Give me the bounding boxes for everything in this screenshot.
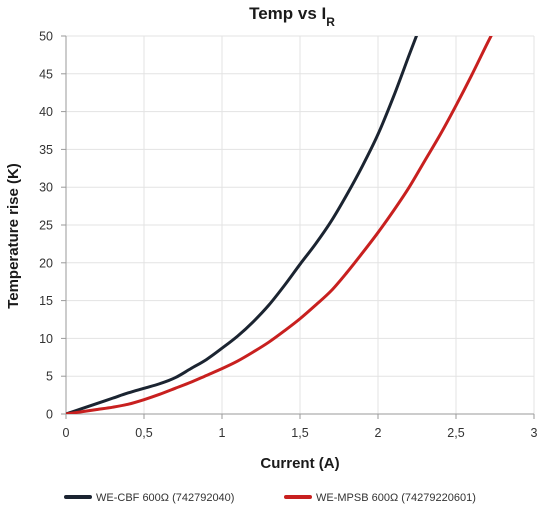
- y-tick-label: 5: [46, 370, 53, 384]
- y-tick-label: 20: [39, 256, 53, 270]
- x-tick-label: 0: [63, 426, 70, 440]
- x-tick-label: 3: [531, 426, 538, 440]
- y-tick-label: 0: [46, 408, 53, 422]
- chart-title: Temp vs IR: [249, 4, 335, 29]
- x-tick-label: 0,5: [135, 426, 152, 440]
- chart-title-main: Temp vs I: [249, 4, 326, 23]
- y-tick-label: 45: [39, 67, 53, 81]
- series-lines: [66, 36, 493, 414]
- series-line-2: [66, 36, 493, 414]
- y-tick-labels: 0 5 10 15 20 25 30 35 40 45 50: [39, 30, 53, 422]
- y-tick-label: 30: [39, 181, 53, 195]
- series-line-1: [66, 36, 419, 414]
- x-tick-label: 1: [219, 426, 226, 440]
- x-tick-label: 2,5: [447, 426, 464, 440]
- x-tick-label: 2: [375, 426, 382, 440]
- legend-label-series-2: WE-MPSB 600Ω (74279220601): [316, 492, 476, 504]
- legend-label-series-1: WE-CBF 600Ω (742792040): [96, 492, 234, 504]
- y-tick-label: 15: [39, 294, 53, 308]
- y-tick-label: 10: [39, 332, 53, 346]
- x-tick-label: 1,5: [291, 426, 308, 440]
- y-tick-label: 35: [39, 143, 53, 157]
- x-tick-labels: 0 0,5 1 1,5 2 2,5 3: [63, 426, 538, 440]
- grid: [66, 35, 535, 414]
- axes: [61, 35, 535, 419]
- y-tick-label: 50: [39, 30, 53, 44]
- legend: WE-CBF 600Ω (742792040) WE-MPSB 600Ω (74…: [64, 492, 476, 504]
- y-tick-label: 40: [39, 105, 53, 119]
- y-tick-label: 25: [39, 219, 53, 233]
- x-axis-label: Current (A): [260, 455, 339, 472]
- chart-title-subscript: R: [326, 15, 335, 29]
- y-axis-label: Temperature rise (K): [5, 163, 22, 309]
